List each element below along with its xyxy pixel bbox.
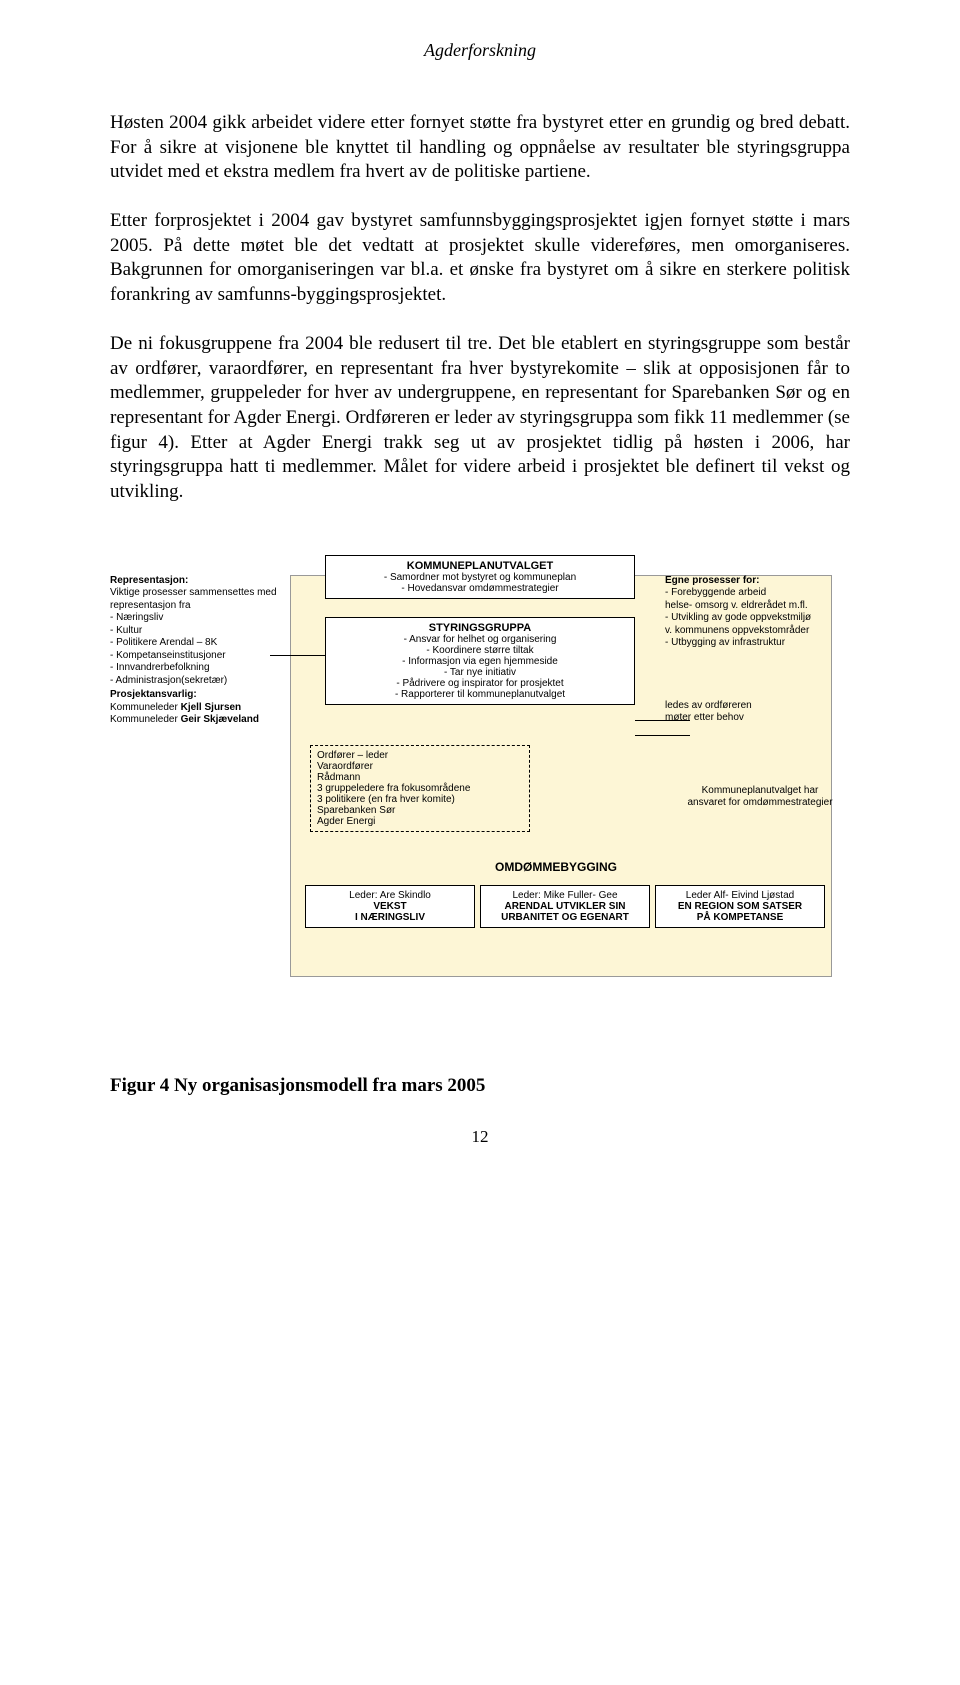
project-line-2: Kommuneleder Geir Skjæveland: [110, 714, 285, 727]
dashed-line: Rådmann: [317, 772, 523, 783]
omdommebygging-title: OMDØMMEBYGGING: [495, 860, 617, 874]
right-line: helse- omsorg v. eldrerådet m.fl.: [665, 600, 855, 613]
bottom-box-2: Leder: Mike Fuller- Gee ARENDAL UTVIKLER…: [480, 885, 650, 928]
paragraph-1: Høsten 2004 gikk arbeidet videre etter f…: [110, 111, 850, 185]
bottom-box-1: Leder: Are Skindlo VEKST I NÆRINGSLIV: [305, 885, 475, 928]
rep-item: - Innvandrerbefolkning: [110, 662, 285, 675]
dashed-line: 3 politikere (en fra hver komite): [317, 794, 523, 805]
right-line: - Utvikling av gode oppvekstmiljø: [665, 612, 855, 625]
org-diagram: Representasjon: Viktige prosesser sammen…: [110, 545, 850, 1025]
members-dashed-box: Ordfører – leder Varaordfører Rådmann 3 …: [310, 745, 530, 832]
bottom-box-3: Leder Alf- Eivind Ljøstad EN REGION SOM …: [655, 885, 825, 928]
sg-line: - Pådrivere og inspirator for prosjektet: [332, 678, 628, 689]
styringsgruppa-box: STYRINGSGRUPPA - Ansvar for helhet og or…: [325, 617, 635, 705]
right-kp-1: Kommuneplanutvalget har: [665, 785, 855, 798]
page-container: Agderforskning Høsten 2004 gikk arbeidet…: [0, 0, 960, 1207]
representation-text: Viktige prosesser sammensettes med repre…: [110, 587, 285, 612]
right-line: v. kommunens oppvekstområder: [665, 625, 855, 638]
rep-item: - Kompetanseinstitusjoner: [110, 650, 285, 663]
page-number: 12: [110, 1127, 850, 1147]
project-responsible-label: Prosjektansvarlig:: [110, 689, 285, 702]
body-text: Høsten 2004 gikk arbeidet videre etter f…: [110, 111, 850, 505]
sg-line: - Informasjon via egen hjemmeside: [332, 656, 628, 667]
dashed-line: Ordfører – leder: [317, 750, 523, 761]
sg-line: - Rapporterer til kommuneplanutvalget: [332, 689, 628, 700]
left-column: Representasjon: Viktige prosesser sammen…: [110, 575, 285, 727]
b3-leader: Leder Alf- Eivind Ljøstad: [660, 890, 820, 901]
proj-prefix: Kommuneleder: [110, 702, 181, 713]
b2-line2: ARENDAL UTVIKLER SIN: [485, 901, 645, 912]
dashed-line: Agder Energi: [317, 816, 523, 827]
b1-leader: Leder: Are Skindlo: [310, 890, 470, 901]
dashed-line: Varaordfører: [317, 761, 523, 772]
sg-line: - Koordinere større tiltak: [332, 645, 628, 656]
paragraph-3: De ni fokusgruppene fra 2004 ble reduser…: [110, 332, 850, 505]
right-led-1: ledes av ordføreren: [665, 700, 855, 713]
kommuneplanutvalget-box: KOMMUNEPLANUTVALGET - Samordner mot byst…: [325, 555, 635, 599]
proj-name: Kjell Sjursen: [181, 702, 242, 713]
sg-title: STYRINGSGRUPPA: [332, 622, 628, 634]
b1-line3: I NÆRINGSLIV: [310, 912, 470, 923]
kpu-line: - Hovedansvar omdømmestrategier: [332, 583, 628, 594]
b3-line3: PÅ KOMPETANSE: [660, 912, 820, 923]
page-header-title: Agderforskning: [110, 40, 850, 61]
proj-prefix: Kommuneleder: [110, 714, 181, 725]
kpu-line: - Samordner mot bystyret og kommuneplan: [332, 572, 628, 583]
b3-line2: EN REGION SOM SATSER: [660, 901, 820, 912]
figure-caption: Figur 4 Ny organisasjonsmodell fra mars …: [110, 1075, 850, 1097]
rep-item: - Kultur: [110, 625, 285, 638]
project-line-1: Kommuneleder Kjell Sjursen: [110, 702, 285, 715]
b2-leader: Leder: Mike Fuller- Gee: [485, 890, 645, 901]
representation-label: Representasjon:: [110, 575, 285, 588]
dashed-line: Sparebanken Sør: [317, 805, 523, 816]
rep-item: - Politikere Arendal – 8K: [110, 637, 285, 650]
sg-line: - Ansvar for helhet og organisering: [332, 634, 628, 645]
kpu-title: KOMMUNEPLANUTVALGET: [332, 560, 628, 572]
b1-line2: VEKST: [310, 901, 470, 912]
paragraph-2: Etter forprosjektet i 2004 gav bystyret …: [110, 209, 850, 308]
b2-line3: URBANITET OG EGENART: [485, 912, 645, 923]
right-line: - Utbygging av infrastruktur: [665, 637, 855, 650]
right-kp-2: ansvaret for omdømmestrategier: [665, 797, 855, 810]
figure-wrap: Representasjon: Viktige prosesser sammen…: [110, 545, 850, 1025]
proj-name: Geir Skjæveland: [181, 714, 259, 725]
dashed-line: 3 gruppeledere fra fokusområdene: [317, 783, 523, 794]
rep-item: - Administrasjon(sekretær): [110, 675, 285, 688]
sg-line: - Tar nye initiativ: [332, 667, 628, 678]
right-column: Egne prosesser for: - Forebyggende arbei…: [665, 575, 855, 810]
right-led-2: møter etter behov: [665, 712, 855, 725]
right-line: - Forebyggende arbeid: [665, 587, 855, 600]
own-processes-label: Egne prosesser for:: [665, 575, 855, 588]
rep-item: - Næringsliv: [110, 612, 285, 625]
